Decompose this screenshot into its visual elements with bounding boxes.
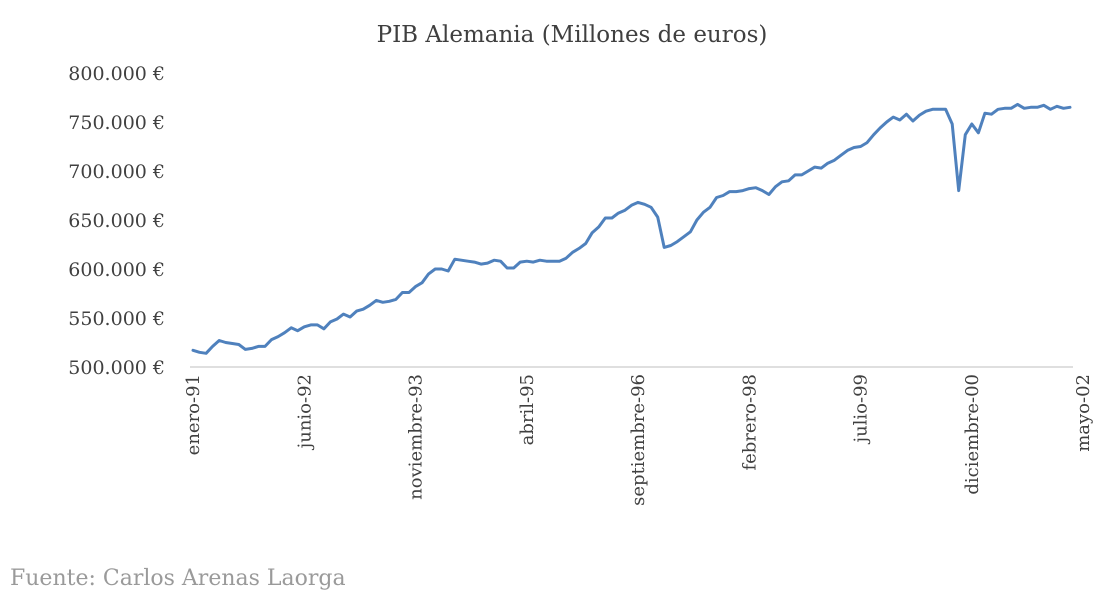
x-tick-label: febrero-98 xyxy=(739,374,760,471)
x-tick-label: septiembre-96 xyxy=(628,374,649,506)
y-tick-label: 500.000 € xyxy=(68,357,165,379)
gdp-line-chart: PIB Alemania (Millones de euros) 500.000… xyxy=(68,22,1094,506)
x-tick-label: noviembre-93 xyxy=(406,374,427,500)
y-tick-label: 750.000 € xyxy=(68,112,165,134)
source-caption: Fuente: Carlos Arenas Laorga xyxy=(10,566,346,591)
y-tick-label: 800.000 € xyxy=(68,63,165,85)
x-tick-label: julio-99 xyxy=(851,374,872,445)
series-line-pib xyxy=(191,102,1072,355)
chart-title: PIB Alemania (Millones de euros) xyxy=(377,22,768,48)
x-tick-label: junio-92 xyxy=(294,374,315,450)
y-axis-tick-labels: 500.000 € 550.000 € 600.000 € 650.000 € 700.… xyxy=(68,63,165,379)
x-axis-tick-labels: enero-91 junio-92 noviembre-93 abril-95 sept… xyxy=(183,374,1094,506)
y-tick-label: 600.000 € xyxy=(68,259,165,281)
x-tick-label: mayo-02 xyxy=(1073,374,1094,452)
y-tick-label: 700.000 € xyxy=(68,161,165,183)
x-tick-label: abril-95 xyxy=(517,374,538,445)
x-tick-label: enero-91 xyxy=(183,374,204,455)
x-tick-label: diciembre-00 xyxy=(962,374,983,495)
y-tick-label: 650.000 € xyxy=(68,210,165,232)
y-tick-label: 550.000 € xyxy=(68,308,165,330)
